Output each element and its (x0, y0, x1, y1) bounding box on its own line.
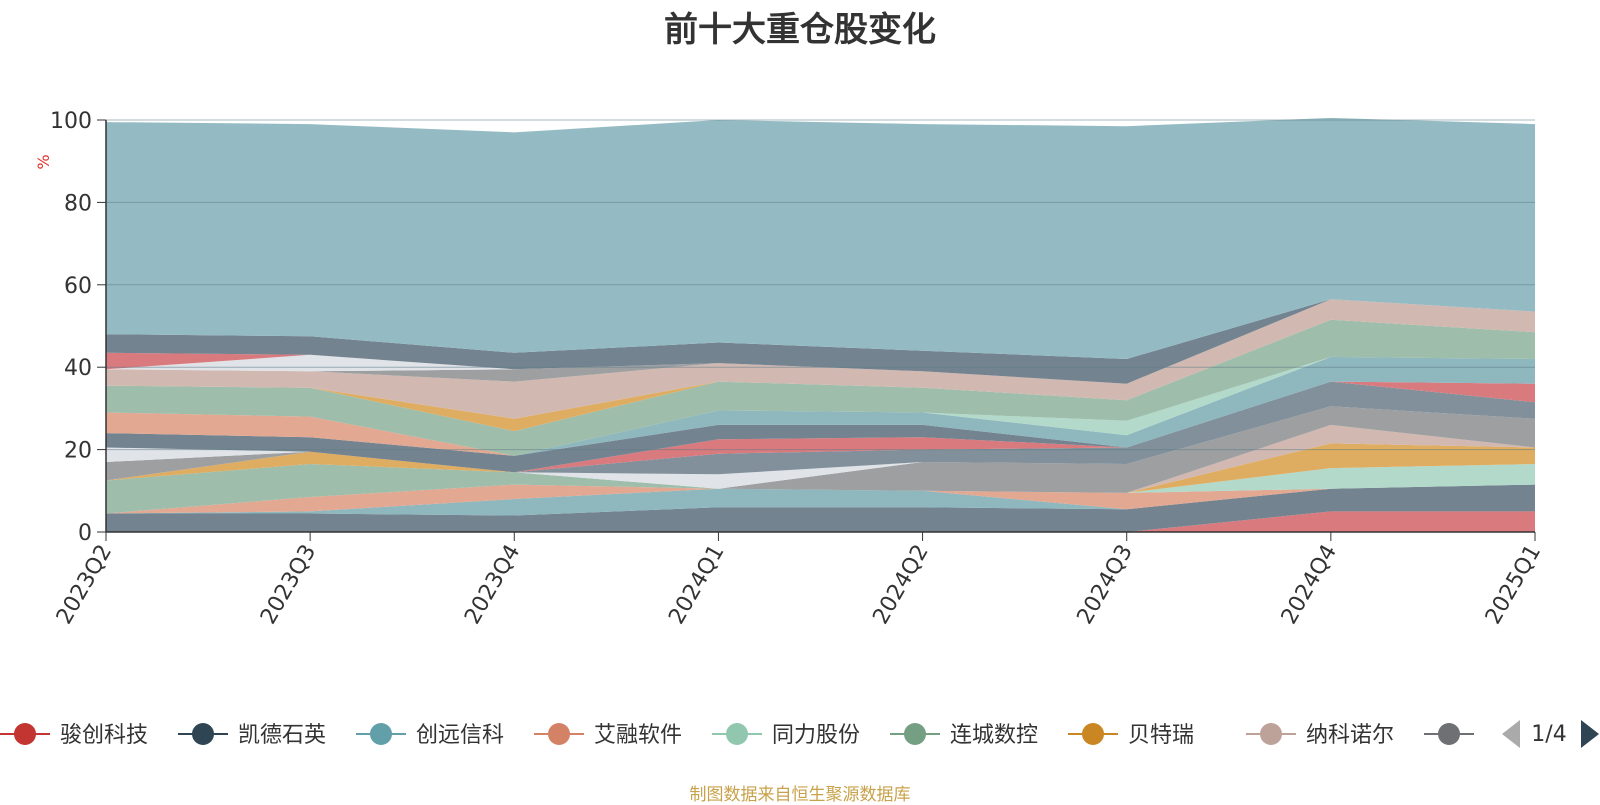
legend-label: 创远信科 (416, 723, 504, 748)
grid-lines (106, 119, 1535, 451)
legend-circle-marker (1082, 723, 1104, 745)
legend-circle-marker (726, 723, 748, 745)
legend-circle-marker (548, 723, 570, 745)
legend-label: 骏创科技 (60, 723, 148, 748)
triangle-left-icon[interactable] (1502, 720, 1520, 748)
area-band-4 (106, 464, 1535, 514)
area-band-0 (106, 511, 1535, 532)
y-axis-label: % (34, 154, 53, 169)
legend-item[interactable]: 凯德石英 (178, 723, 326, 748)
area-band-3 (106, 484, 1535, 514)
legend-item[interactable]: 同力股份 (712, 723, 860, 748)
legend-item[interactable]: 纳科诺尔 (1246, 723, 1394, 748)
area-band-9 (106, 406, 1535, 489)
x-tick-label: 2024Q2 (868, 541, 933, 629)
x-tick-label: 2024Q3 (1073, 541, 1138, 629)
x-tick-label: 2024Q1 (664, 541, 729, 629)
y-tick-label: 60 (64, 274, 92, 299)
legend-circle-marker (370, 723, 392, 745)
legend-label: 纳科诺尔 (1306, 723, 1394, 748)
x-tick-label: 2024Q4 (1277, 541, 1342, 629)
x-tick-label: 2023Q3 (256, 541, 321, 629)
data-source-note: 制图数据来自恒生聚源数据库 (689, 785, 911, 805)
legend: 骏创科技 凯德石英 创远信科 艾融软件 同力股份 连城数控 贝特瑞 纳科诺尔 腾i (0, 723, 1512, 748)
x-tick-label: 2025Q1 (1481, 541, 1546, 629)
area-band-22 (106, 299, 1535, 384)
area-band-10 (106, 381, 1535, 475)
y-tick-label: 0 (78, 521, 92, 546)
legend-item[interactable]: 骏创科技 (0, 723, 148, 748)
area-band-6 (106, 443, 1535, 493)
legend-label: 艾融软件 (594, 723, 682, 748)
legend-page-indicator: 1/4 (1531, 722, 1566, 747)
area-band-18 (106, 299, 1535, 419)
y-tick-label: 80 (64, 191, 92, 216)
legend-label: 同力股份 (772, 723, 860, 748)
x-tick-label: 2023Q2 (52, 541, 117, 629)
legend-pager: 1/4 (1502, 720, 1599, 748)
area-band-5 (106, 464, 1535, 514)
legend-item[interactable]: 贝特瑞 (1068, 723, 1194, 748)
legend-item[interactable]: 连城数控 (890, 723, 1038, 748)
area-band-2 (106, 484, 1535, 516)
area-band-12 (106, 381, 1535, 473)
chart-title: 前十大重仓股变化 (664, 10, 936, 50)
area-band-23 (106, 117, 1535, 360)
y-tick-label: 40 (64, 356, 92, 381)
legend-circle-marker (904, 723, 926, 745)
area-band-7 (106, 424, 1535, 493)
legend-circle-marker (1438, 723, 1460, 745)
legend-item[interactable]: 创远信科 (356, 723, 504, 748)
legend-item[interactable]: 艾融软件 (534, 723, 682, 748)
legend-label: 贝特瑞 (1128, 723, 1194, 748)
legend-label: 凯德石英 (238, 723, 326, 748)
legend-item[interactable]: 腾i (1424, 723, 1512, 748)
y-tick-label: 100 (50, 109, 92, 134)
stacked-areas (106, 117, 1535, 532)
legend-circle-marker (192, 723, 214, 745)
legend-circle-marker (1260, 723, 1282, 745)
area-band-16 (106, 319, 1535, 456)
legend-label: 连城数控 (950, 723, 1038, 748)
triangle-right-icon[interactable] (1581, 720, 1599, 748)
area-band-8 (106, 406, 1535, 493)
area-band-1 (106, 484, 1535, 532)
x-tick-label: 2023Q4 (460, 541, 525, 629)
legend-circle-marker (14, 723, 36, 745)
y-tick-label: 20 (64, 439, 92, 464)
